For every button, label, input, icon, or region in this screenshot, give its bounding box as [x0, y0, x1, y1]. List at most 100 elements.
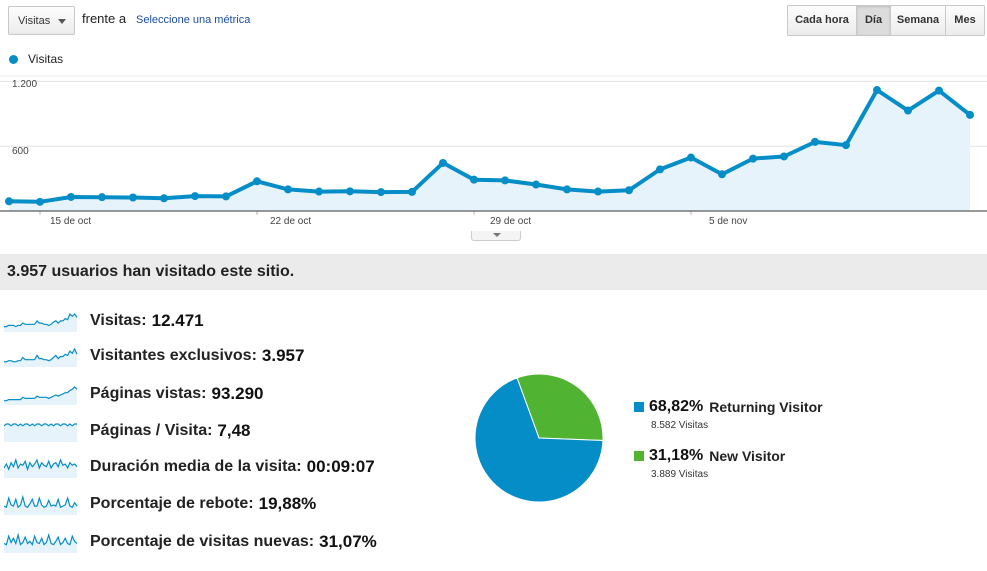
sparkline-area	[4, 387, 77, 405]
sparkline-line	[4, 312, 78, 328]
y-tick-label: 1.200	[12, 79, 38, 90]
granularity-week-button[interactable]: Semana	[891, 6, 946, 35]
data-point[interactable]	[315, 187, 323, 196]
data-point[interactable]	[935, 86, 943, 95]
metric-value: 12.471	[151, 311, 204, 330]
data-point[interactable]	[346, 187, 354, 196]
series-dot-icon	[9, 54, 18, 64]
data-point[interactable]	[904, 106, 912, 115]
data-point[interactable]	[439, 158, 447, 167]
legend-label: Visitas	[28, 52, 64, 66]
sparkline-line	[4, 347, 78, 363]
sparkline-area	[4, 535, 77, 553]
new-visits-sparkline	[4, 532, 78, 553]
metric-value: 00:09:07	[306, 457, 375, 476]
metric-row-unique-visitors[interactable]: Visitantes exclusivos: 3.957	[4, 344, 304, 368]
metric-label: Porcentaje de visitas nuevas:	[90, 533, 315, 550]
data-point[interactable]	[656, 165, 664, 174]
metric-label: Páginas / Visita:	[90, 422, 213, 439]
metric-row-visits[interactable]: Visitas: 12.471	[4, 309, 204, 333]
pie-subvalue: 3.889 Visitas	[651, 469, 709, 480]
visits-sparkline	[4, 312, 78, 332]
data-point[interactable]	[191, 192, 199, 201]
sparkline-area	[4, 424, 77, 442]
data-point[interactable]	[253, 177, 261, 186]
data-point[interactable]	[222, 192, 230, 201]
sparkline-line	[4, 458, 78, 472]
series-line	[8, 88, 972, 204]
data-point[interactable]	[501, 176, 509, 185]
pie-legend-returning[interactable]: 68,82% Returning Visitor 8.582 Visitas	[634, 398, 823, 431]
pie-slice-returning[interactable]	[474, 377, 604, 503]
visitor-type-pie-chart[interactable]	[473, 372, 605, 504]
metric-value: 93.290	[211, 384, 264, 403]
data-point[interactable]	[780, 152, 788, 161]
data-point[interactable]	[470, 175, 478, 184]
data-point[interactable]	[284, 185, 292, 194]
metric-row-pageviews[interactable]: Páginas vistas: 93.290	[4, 382, 264, 406]
data-point[interactable]	[594, 187, 602, 196]
data-point[interactable]	[377, 188, 385, 197]
data-point[interactable]	[625, 186, 633, 195]
new-swatch-icon	[634, 451, 644, 461]
metric-value: 19,88%	[258, 494, 317, 513]
data-point[interactable]	[532, 180, 540, 189]
data-point[interactable]	[129, 193, 137, 202]
metric-label: Páginas vistas:	[90, 385, 207, 402]
metric-value: 31,07%	[319, 532, 377, 551]
data-point[interactable]	[966, 110, 974, 119]
sparkline-line	[4, 386, 78, 402]
data-point[interactable]	[563, 185, 571, 194]
pageviews-sparkline	[4, 386, 78, 405]
pie-subvalue: 8.582 Visitas	[651, 420, 709, 431]
data-point[interactable]	[160, 194, 168, 203]
chevron-down-icon	[58, 19, 66, 24]
bounce-rate-sparkline	[4, 494, 78, 515]
metric-select[interactable]: Visitas	[8, 6, 75, 35]
granularity-month-button[interactable]: Mes	[954, 14, 976, 26]
pie-label: New Visitor	[709, 448, 786, 464]
metric-row-bounce-rate[interactable]: Porcentaje de rebote: 19,88%	[4, 492, 316, 516]
data-point[interactable]	[811, 137, 819, 146]
granularity-day-button[interactable]: Día	[857, 6, 891, 35]
granularity-switcher: Cada hora Día Semana Mes	[787, 5, 985, 36]
collapse-chart-handle[interactable]	[471, 231, 521, 241]
metric-label: Visitas:	[90, 312, 147, 329]
x-tick-label: 22 de oct	[270, 216, 312, 227]
data-point[interactable]	[749, 154, 757, 163]
sparkline-area	[4, 314, 77, 332]
data-point[interactable]	[842, 141, 850, 150]
pie-slice-new[interactable]	[516, 373, 604, 441]
avg-duration-sparkline	[4, 458, 78, 478]
visits-line-chart[interactable]	[0, 70, 987, 215]
series-area	[9, 90, 970, 211]
sparkline-line	[4, 423, 77, 427]
compare-label: frente a	[82, 11, 127, 26]
metric-row-avg-duration[interactable]: Duración media de la visita: 00:09:07	[4, 455, 375, 479]
data-point[interactable]	[67, 192, 75, 201]
x-tick-label: 15 de oct	[50, 216, 92, 227]
pages-per-visit-sparkline	[4, 423, 77, 442]
data-point[interactable]	[98, 193, 106, 202]
data-point[interactable]	[5, 197, 13, 206]
metric-select-value: Visitas	[18, 14, 51, 27]
pie-percent: 31,18%	[649, 447, 704, 464]
metric-row-pages-per-visit[interactable]: Páginas / Visita: 7,48	[4, 419, 251, 443]
granularity-hourly-button[interactable]: Cada hora	[788, 6, 857, 35]
data-point[interactable]	[408, 187, 416, 196]
data-point[interactable]	[718, 170, 726, 179]
data-point[interactable]	[687, 153, 695, 162]
metric-row-new-visits-pct[interactable]: Porcentaje de visitas nuevas: 31,07%	[4, 530, 377, 554]
y-tick-label: 600	[12, 146, 29, 157]
returning-swatch-icon	[634, 402, 644, 412]
x-tick-label: 29 de oct	[490, 216, 532, 227]
x-tick-label: 5 de nov	[709, 216, 748, 227]
pie-percent: 68,82%	[649, 398, 704, 415]
data-point[interactable]	[873, 86, 881, 95]
metric-value: 7,48	[217, 421, 251, 440]
sparkline-line	[4, 494, 78, 509]
pie-legend-new[interactable]: 31,18% New Visitor 3.889 Visitas	[634, 447, 785, 480]
select-metric-link[interactable]: Seleccione una métrica	[136, 14, 251, 26]
data-point[interactable]	[36, 197, 44, 206]
chart-legend[interactable]: Visitas	[9, 52, 63, 66]
